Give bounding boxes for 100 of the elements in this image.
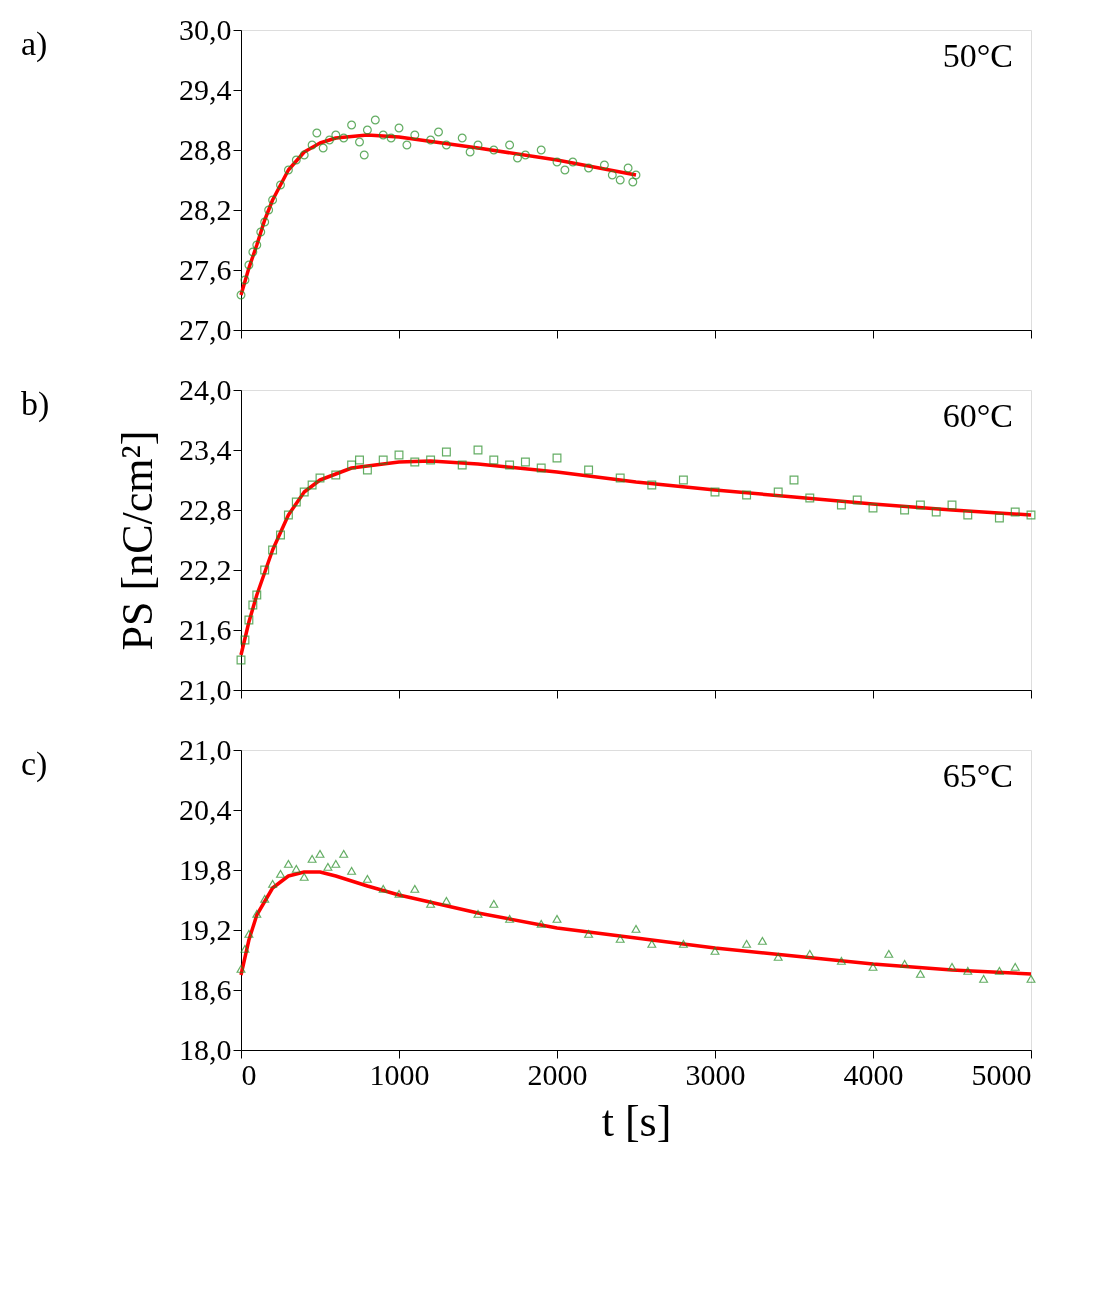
- point: [505, 460, 515, 470]
- point: [378, 455, 388, 465]
- point: [457, 133, 467, 143]
- text: b): [21, 385, 50, 423]
- point: [410, 130, 420, 140]
- point: [386, 133, 396, 143]
- point: [331, 470, 341, 480]
- point: [513, 153, 522, 163]
- point: [260, 565, 270, 575]
- point: [623, 163, 633, 173]
- point: [260, 217, 270, 227]
- point: [434, 127, 443, 137]
- point: [552, 157, 562, 167]
- point: [457, 460, 467, 470]
- y-tick-label: 20,4: [179, 792, 232, 826]
- point: [552, 453, 562, 463]
- point: [836, 500, 846, 510]
- point: [915, 500, 925, 510]
- point: [268, 195, 278, 205]
- y-tick-label: 21,0: [179, 672, 232, 706]
- point: [631, 170, 641, 180]
- x-tick-label: 1000: [369, 1057, 430, 1091]
- point: [299, 150, 309, 160]
- point: [441, 140, 451, 150]
- point: [560, 165, 570, 175]
- x-tick-label: 0: [241, 1057, 257, 1091]
- point: [362, 465, 372, 475]
- point: [773, 487, 783, 497]
- point: [312, 128, 322, 138]
- point: [315, 473, 325, 483]
- annotation: 50°C: [942, 37, 1013, 74]
- point: [947, 500, 957, 510]
- y-tick-label: 28,8: [179, 132, 232, 166]
- point: [1010, 507, 1020, 517]
- point: [426, 455, 436, 465]
- x-tick-label: 4000: [843, 1057, 904, 1091]
- point: [240, 635, 250, 645]
- point: [248, 600, 258, 610]
- y-tick-label: 21,6: [179, 612, 232, 646]
- x-tick-label: 5000: [971, 1057, 1032, 1091]
- point: [236, 290, 246, 300]
- x-axis-title: t [s]: [601, 1096, 672, 1146]
- point: [742, 490, 752, 500]
- point: [339, 133, 349, 143]
- point: [536, 145, 546, 155]
- y-axis-title: PS [nC/cm²]: [113, 430, 162, 651]
- point: [256, 227, 266, 237]
- x-tick-label: 3000: [685, 1057, 746, 1091]
- text: c): [21, 745, 48, 783]
- y-tick-label: 22,2: [179, 552, 232, 586]
- y-tick-label: 19,2: [179, 912, 232, 946]
- annotation: 65°C: [942, 757, 1013, 794]
- point: [473, 445, 483, 455]
- point: [264, 205, 274, 215]
- point: [441, 447, 451, 457]
- point: [244, 615, 254, 625]
- annotation: 60°C: [942, 397, 1013, 434]
- point: [394, 450, 404, 460]
- point: [299, 487, 309, 497]
- point: [283, 165, 293, 175]
- point: [291, 497, 301, 507]
- point: [1026, 510, 1036, 520]
- point: [607, 170, 617, 180]
- point: [355, 137, 364, 147]
- point: [963, 510, 973, 520]
- y-tick-label: 23,4: [179, 432, 232, 466]
- point: [318, 143, 328, 153]
- point: [568, 157, 578, 167]
- point: [473, 140, 483, 150]
- y-tick-label: 29,4: [179, 72, 232, 106]
- y-tick-label: 19,8: [179, 852, 232, 886]
- point: [615, 175, 625, 185]
- point: [520, 150, 530, 160]
- point: [325, 135, 334, 145]
- point: [868, 503, 878, 513]
- point: [240, 275, 250, 285]
- point: [536, 463, 546, 473]
- point: [402, 140, 412, 150]
- point: [599, 160, 609, 170]
- point: [852, 495, 862, 505]
- point: [362, 125, 372, 135]
- point: [805, 493, 815, 503]
- point: [710, 487, 720, 497]
- point: [489, 455, 499, 465]
- point: [584, 465, 594, 475]
- point: [505, 140, 515, 150]
- point: [370, 115, 380, 125]
- point: [252, 240, 262, 250]
- point: [489, 145, 499, 155]
- point: [378, 130, 388, 140]
- y-tick-label: 27,0: [179, 312, 232, 346]
- point: [931, 507, 941, 517]
- y-tick-label: 24,0: [179, 372, 232, 406]
- point: [410, 457, 420, 467]
- point: [252, 590, 262, 600]
- point: [244, 260, 254, 270]
- point: [789, 475, 799, 485]
- point: [520, 457, 530, 467]
- point: [426, 135, 436, 145]
- x-tick-label: 2000: [527, 1057, 588, 1091]
